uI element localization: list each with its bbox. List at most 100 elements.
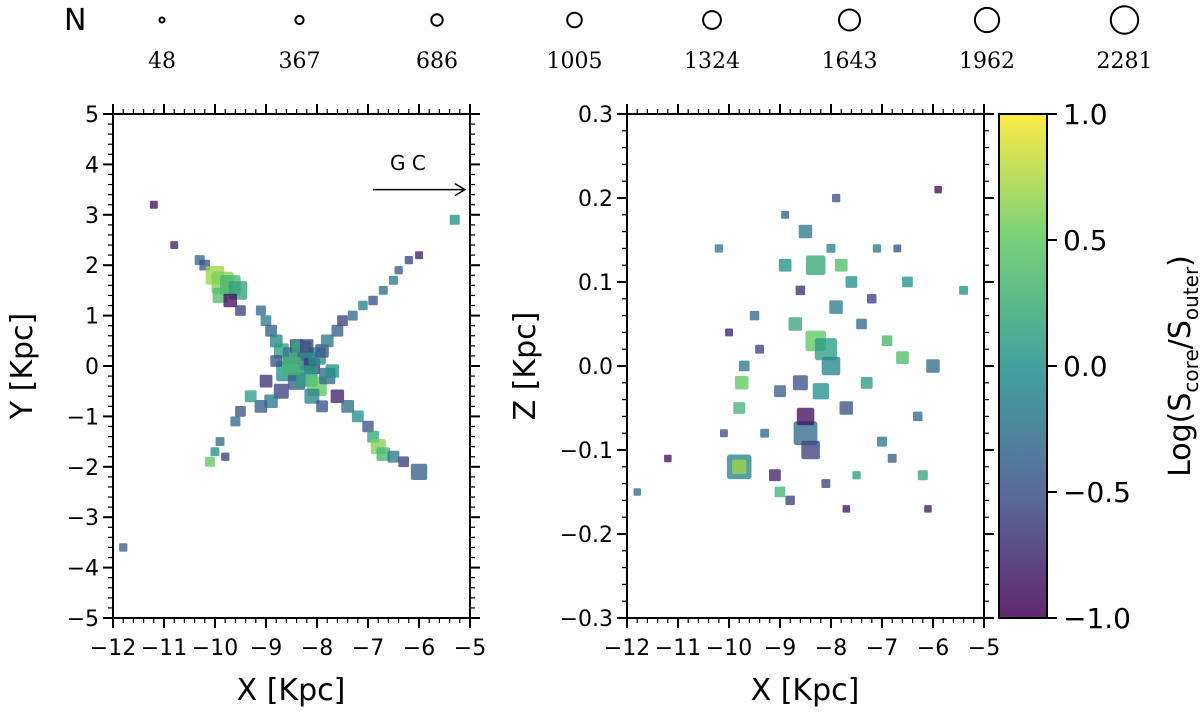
data-point — [235, 305, 246, 316]
data-point — [795, 285, 806, 296]
y-tick-label: 0.0 — [578, 355, 613, 380]
y-tick-label: −2 — [67, 456, 99, 481]
data-point — [235, 406, 246, 417]
data-point — [732, 459, 747, 474]
legend-label: 2281 — [1097, 49, 1153, 74]
xy-xlabel: X [Kpc] — [237, 673, 346, 708]
data-point — [170, 241, 179, 249]
data-point — [796, 407, 815, 426]
data-point — [315, 344, 329, 358]
x-tick-label: −12 — [604, 636, 650, 661]
legend-marker — [294, 14, 305, 26]
data-point — [389, 275, 398, 285]
data-point — [856, 318, 867, 330]
data-point — [270, 355, 283, 367]
legend-marker — [430, 13, 444, 27]
x-tick-label: −6 — [917, 636, 949, 661]
data-point — [798, 224, 813, 239]
xz-panel: −12 −11 −10 −9 −8 −7 −6 −5 0.3 0.2 0.1 0.0 −0.1 −0.2 −… — [508, 103, 1000, 708]
data-point — [826, 243, 836, 253]
data-point — [119, 543, 128, 552]
x-tick-label: −11 — [655, 636, 701, 661]
data-point — [832, 193, 841, 203]
data-point — [877, 436, 887, 447]
data-point — [793, 421, 818, 446]
y-tick-label: −3 — [67, 506, 99, 531]
data-point — [260, 315, 272, 326]
y-tick-label: 0 — [85, 355, 99, 380]
data-point — [449, 214, 460, 225]
data-point — [814, 338, 837, 361]
data-point — [781, 210, 790, 219]
x-tick-label: −11 — [141, 636, 187, 661]
data-point — [378, 285, 388, 295]
x-tick-label: −7 — [352, 636, 384, 661]
data-point — [893, 244, 902, 253]
x-tick-label: −10 — [192, 636, 238, 661]
x-tick-label: −8 — [815, 636, 847, 661]
data-point — [254, 400, 268, 413]
data-point — [337, 315, 348, 326]
data-point — [398, 456, 409, 468]
data-point — [255, 305, 266, 316]
data-point — [934, 185, 942, 194]
xz-points — [633, 185, 968, 513]
data-point — [244, 390, 257, 403]
xy-annotation-text: G C — [390, 151, 426, 175]
data-point — [358, 300, 368, 311]
x-tick-label: −9 — [764, 636, 796, 661]
legend-title: N — [64, 3, 86, 38]
y-tick-label: 0.1 — [578, 271, 613, 296]
data-point — [376, 447, 390, 461]
data-point — [896, 351, 909, 364]
y-tick-label: −0.1 — [560, 439, 613, 464]
data-point — [331, 324, 344, 337]
data-point — [792, 375, 808, 391]
colorbar-label: Log(Score/Souter) — [1163, 255, 1200, 477]
data-point — [221, 452, 230, 461]
data-point — [839, 401, 853, 415]
legend-marker — [973, 6, 1001, 34]
data-point — [341, 400, 354, 413]
legend-items: 48 367 686 1005 1324 1643 1962 2281 — [148, 5, 1153, 74]
x-tick-label: −5 — [454, 636, 486, 661]
data-point — [282, 356, 301, 376]
y-tick-label: −0.2 — [560, 523, 613, 548]
gc-arrow — [373, 182, 467, 197]
data-point — [881, 335, 893, 347]
colorbar-tick-label: 0.0 — [1063, 350, 1108, 383]
data-point — [738, 360, 750, 372]
data-point — [774, 486, 786, 498]
colorbar-gradient — [999, 114, 1047, 618]
data-point — [829, 300, 843, 314]
data-point — [778, 258, 792, 272]
data-point — [265, 324, 277, 337]
data-point — [749, 310, 760, 321]
colorbar-ticks: 1.0 0.5 0.0 −0.5 −1.0 — [1047, 98, 1131, 635]
data-point — [733, 402, 746, 414]
data-point — [633, 488, 641, 496]
data-point — [300, 339, 314, 353]
data-point — [415, 251, 423, 260]
colorbar-tick-label: 0.5 — [1063, 224, 1108, 257]
data-point — [316, 400, 328, 413]
y-tick-label: −5 — [67, 607, 99, 632]
data-point — [210, 447, 220, 457]
data-point — [821, 479, 831, 488]
y-tick-label: 0.2 — [578, 187, 613, 212]
data-point — [755, 344, 764, 354]
data-point — [273, 383, 289, 399]
xy-points — [119, 200, 460, 552]
data-point — [223, 293, 237, 308]
data-point — [872, 244, 882, 253]
y-tick-label: 5 — [85, 103, 99, 128]
legend-marker — [1109, 5, 1140, 35]
data-point — [351, 410, 364, 423]
legend-marker — [838, 8, 861, 32]
y-tick-label: 3 — [85, 204, 99, 229]
data-point — [760, 428, 770, 438]
data-point — [821, 356, 841, 376]
xz-ticks: −12 −11 −10 −9 −8 −7 −6 −5 0.3 0.2 0.1 0.0 −0.1 −0.2 −… — [560, 103, 1001, 661]
y-tick-label: −1 — [67, 405, 99, 430]
data-point — [917, 470, 928, 481]
